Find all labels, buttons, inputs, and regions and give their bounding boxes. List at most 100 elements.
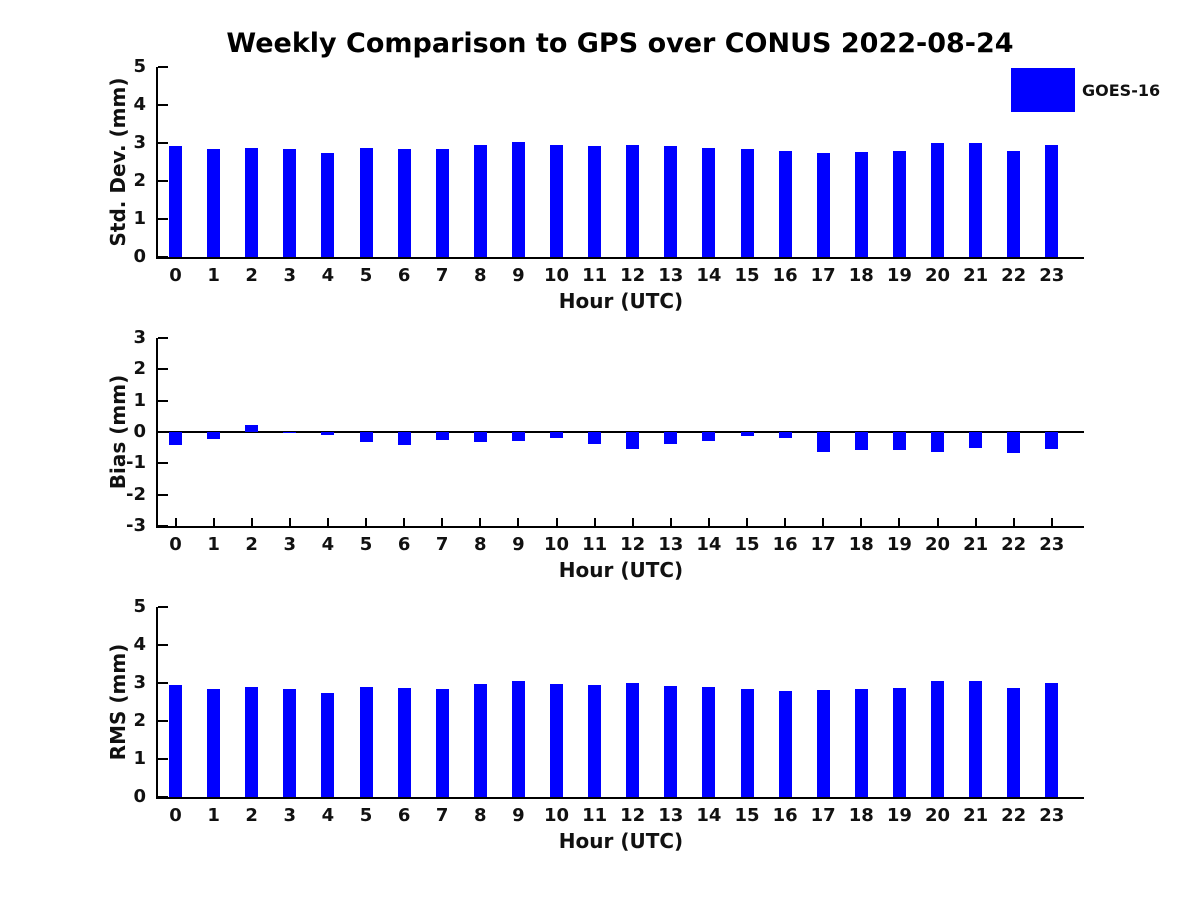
- x-axis-label: Hour (UTC): [558, 289, 684, 313]
- x-tick-mark: [326, 518, 329, 526]
- y-tick-mark: [158, 104, 168, 106]
- bar-hour-22: [1007, 432, 1021, 453]
- bar-hour-11: [588, 432, 602, 444]
- x-tick-label: 12: [620, 534, 646, 555]
- y-tick-mark: [158, 337, 168, 339]
- x-tick-label: 22: [1001, 265, 1027, 286]
- x-tick-mark: [479, 518, 482, 526]
- y-tick-mark: [158, 142, 168, 144]
- x-tick-label: 10: [543, 265, 570, 286]
- y-axis-label-rms: RMS (mm): [106, 643, 130, 761]
- bar-hour-23: [1045, 145, 1059, 257]
- y-axis-label-bias: Bias (mm): [106, 374, 130, 490]
- x-tick-mark: [860, 518, 863, 526]
- bar-hour-2: [245, 147, 259, 257]
- x-tick-label: 22: [1001, 805, 1027, 826]
- x-tick-label: 8: [474, 805, 487, 826]
- bar-hour-7: [435, 688, 449, 797]
- x-tick-label: 18: [848, 805, 874, 826]
- x-tick-label: 9: [512, 805, 525, 826]
- bar-hour-18: [854, 689, 868, 797]
- legend-label: GOES-16: [1082, 80, 1161, 100]
- x-tick-label: 19: [886, 265, 912, 286]
- bar-hour-3: [283, 432, 297, 433]
- legend-swatch: [1011, 68, 1075, 112]
- x-tick-mark: [1012, 518, 1015, 526]
- x-tick-mark: [403, 518, 406, 526]
- x-tick-mark: [974, 518, 977, 526]
- bar-hour-13: [664, 146, 678, 257]
- bar-hour-8: [473, 144, 487, 257]
- x-tick-label: 17: [810, 265, 836, 286]
- y-tick-mark: [158, 606, 168, 608]
- x-tick-label: 19: [886, 534, 912, 555]
- x-tick-mark: [441, 518, 444, 526]
- y-tick-label: 1: [133, 208, 146, 229]
- y-tick-label: 1: [133, 389, 146, 411]
- x-tick-label: 21: [963, 805, 989, 826]
- y-tick-mark: [158, 256, 168, 258]
- x-tick-label: 7: [435, 534, 449, 555]
- bar-hour-0: [169, 684, 182, 797]
- y-tick-label: 5: [133, 56, 146, 77]
- y-tick-mark: [158, 399, 168, 402]
- bar-hour-13: [664, 432, 678, 444]
- x-tick-label: 4: [321, 534, 335, 555]
- y-tick-label: 1: [133, 748, 146, 769]
- x-tick-label: 3: [283, 805, 297, 826]
- bar-hour-19: [892, 688, 906, 797]
- x-tick-mark: [288, 518, 291, 526]
- x-tick-label: 1: [207, 534, 220, 555]
- bar-hour-13: [664, 685, 678, 797]
- x-tick-label: 4: [321, 805, 335, 826]
- x-tick-label: 22: [1001, 534, 1027, 555]
- x-tick-label: 18: [848, 534, 874, 555]
- x-tick-label: 10: [543, 805, 570, 826]
- x-tick-mark: [365, 518, 367, 526]
- bar-hour-17: [816, 432, 830, 453]
- x-tick-label: 11: [582, 265, 608, 286]
- x-tick-label: 9: [512, 534, 525, 555]
- bar-hour-20: [931, 432, 944, 453]
- x-tick-label: 23: [1039, 534, 1065, 555]
- x-axis-label: Hour (UTC): [558, 558, 684, 582]
- y-tick-label: 3: [133, 132, 146, 153]
- y-tick-label: 0: [133, 421, 146, 442]
- x-tick-label: 11: [582, 534, 608, 555]
- x-tick-label: 0: [169, 265, 182, 286]
- y-tick-mark: [158, 682, 168, 684]
- y-tick-label: 0: [133, 786, 146, 807]
- bar-hour-10: [550, 144, 563, 257]
- chart-title: Weekly Comparison to GPS over CONUS 2022…: [226, 28, 1014, 59]
- bar-hour-0: [169, 145, 182, 257]
- x-tick-label: 3: [283, 534, 297, 555]
- x-tick-label: 2: [245, 265, 258, 286]
- bar-hour-4: [321, 152, 335, 257]
- y-tick-label: 0: [133, 246, 146, 267]
- x-tick-label: 2: [245, 534, 258, 555]
- bar-hour-19: [892, 432, 906, 451]
- x-tick-label: 15: [734, 265, 760, 286]
- bar-hour-11: [588, 684, 602, 797]
- x-tick-label: 13: [658, 265, 684, 286]
- x-tick-label: 20: [924, 265, 951, 286]
- x-tick-mark: [212, 518, 215, 526]
- bar-hour-14: [702, 432, 716, 442]
- bar-hour-6: [397, 687, 411, 797]
- plot-area-bias: 3 2 1 0 -1 -2 -3 0 1 2 3 4 5 6 7 8 9 10 11 12 13 14 15 16 17 18 19…: [126, 328, 1084, 582]
- bar-hour-6: [397, 149, 411, 257]
- x-tick-label: 23: [1039, 265, 1065, 286]
- x-tick-mark: [555, 518, 558, 526]
- bar-hour-23: [1045, 432, 1059, 449]
- x-tick-mark: [936, 518, 939, 526]
- y-tick-label: 2: [133, 710, 146, 731]
- bar-hour-2: [245, 686, 259, 797]
- x-tick-label: 9: [512, 265, 525, 286]
- bar-hour-8: [473, 683, 487, 797]
- bar-hour-6: [397, 432, 411, 446]
- bar-hour-15: [740, 432, 754, 437]
- x-tick-label: 19: [886, 805, 912, 826]
- bar-hour-10: [550, 684, 563, 797]
- x-tick-label: 7: [435, 805, 449, 826]
- bar-hour-20: [931, 680, 944, 797]
